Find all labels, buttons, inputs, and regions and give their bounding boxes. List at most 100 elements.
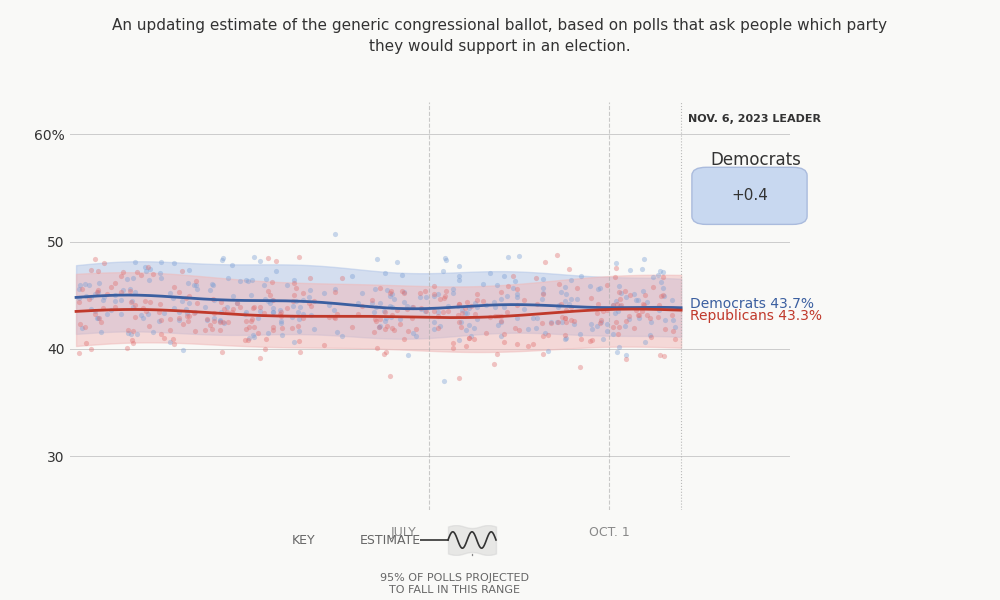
Point: [453, 317, 469, 327]
Point: [466, 335, 482, 344]
Point: [256, 308, 272, 318]
Point: [107, 302, 123, 311]
Point: [382, 371, 398, 381]
Point: [372, 283, 388, 293]
Point: [543, 317, 559, 326]
Point: [509, 293, 525, 302]
Point: [432, 321, 448, 331]
Point: [189, 298, 205, 308]
Point: [78, 291, 94, 301]
Point: [243, 290, 259, 300]
Point: [83, 292, 99, 301]
Point: [204, 325, 220, 334]
Point: [145, 269, 161, 279]
Point: [135, 313, 151, 323]
Point: [326, 305, 342, 315]
Point: [528, 323, 544, 332]
Point: [272, 305, 288, 314]
Point: [417, 307, 433, 316]
Point: [451, 335, 467, 344]
Point: [273, 316, 289, 326]
Point: [238, 308, 254, 317]
Point: [188, 277, 204, 286]
Point: [383, 312, 399, 322]
Point: [243, 316, 259, 326]
Point: [74, 323, 90, 333]
Point: [290, 321, 306, 331]
Point: [590, 299, 606, 308]
Text: ESTIMATE: ESTIMATE: [360, 533, 421, 547]
Point: [142, 265, 158, 274]
Point: [238, 324, 254, 334]
Point: [265, 322, 281, 331]
Point: [206, 308, 222, 317]
Point: [186, 280, 202, 289]
Point: [87, 309, 103, 319]
Point: [166, 258, 182, 268]
Point: [430, 307, 446, 316]
Point: [499, 292, 515, 301]
Point: [205, 295, 221, 304]
Point: [458, 341, 474, 351]
Point: [113, 287, 129, 297]
Point: [90, 287, 106, 296]
Point: [656, 352, 672, 361]
Text: An updating estimate of the generic congressional ballot, based on polls that as: An updating estimate of the generic cong…: [112, 18, 888, 54]
Point: [496, 271, 512, 281]
Point: [77, 279, 93, 289]
Point: [405, 328, 421, 338]
Point: [651, 301, 667, 310]
Point: [451, 299, 467, 309]
Point: [392, 314, 408, 324]
Point: [124, 335, 140, 344]
Point: [162, 288, 178, 298]
Point: [553, 287, 569, 297]
Point: [630, 310, 646, 319]
Point: [582, 336, 598, 346]
Point: [505, 271, 521, 281]
Point: [451, 317, 467, 326]
Point: [153, 329, 169, 339]
Point: [286, 275, 302, 285]
Point: [537, 328, 553, 338]
Point: [178, 293, 194, 303]
Point: [399, 301, 415, 311]
Point: [605, 301, 621, 310]
Point: [383, 286, 399, 296]
Point: [225, 291, 241, 301]
Point: [81, 294, 97, 304]
Point: [103, 282, 119, 292]
Point: [426, 306, 442, 316]
Point: [461, 334, 477, 343]
Point: [642, 331, 658, 340]
Point: [99, 289, 115, 298]
Point: [181, 291, 197, 301]
Point: [384, 302, 400, 312]
Point: [156, 333, 172, 343]
Point: [246, 322, 262, 332]
Point: [350, 299, 366, 308]
Point: [551, 279, 567, 289]
Point: [608, 296, 624, 305]
Point: [216, 319, 232, 328]
Point: [430, 323, 446, 332]
Point: [137, 296, 153, 305]
Point: [178, 304, 194, 313]
Point: [653, 291, 669, 301]
Point: [437, 292, 453, 301]
Point: [667, 322, 683, 332]
Point: [81, 280, 97, 290]
Point: [642, 314, 658, 323]
Point: [622, 290, 638, 300]
Point: [171, 316, 187, 325]
Point: [635, 299, 651, 309]
Point: [120, 328, 136, 337]
Point: [165, 293, 181, 302]
Point: [171, 287, 187, 297]
Point: [379, 286, 395, 295]
Point: [197, 326, 213, 335]
Point: [445, 338, 461, 348]
Point: [583, 293, 599, 302]
Point: [181, 298, 197, 308]
Point: [558, 289, 574, 298]
